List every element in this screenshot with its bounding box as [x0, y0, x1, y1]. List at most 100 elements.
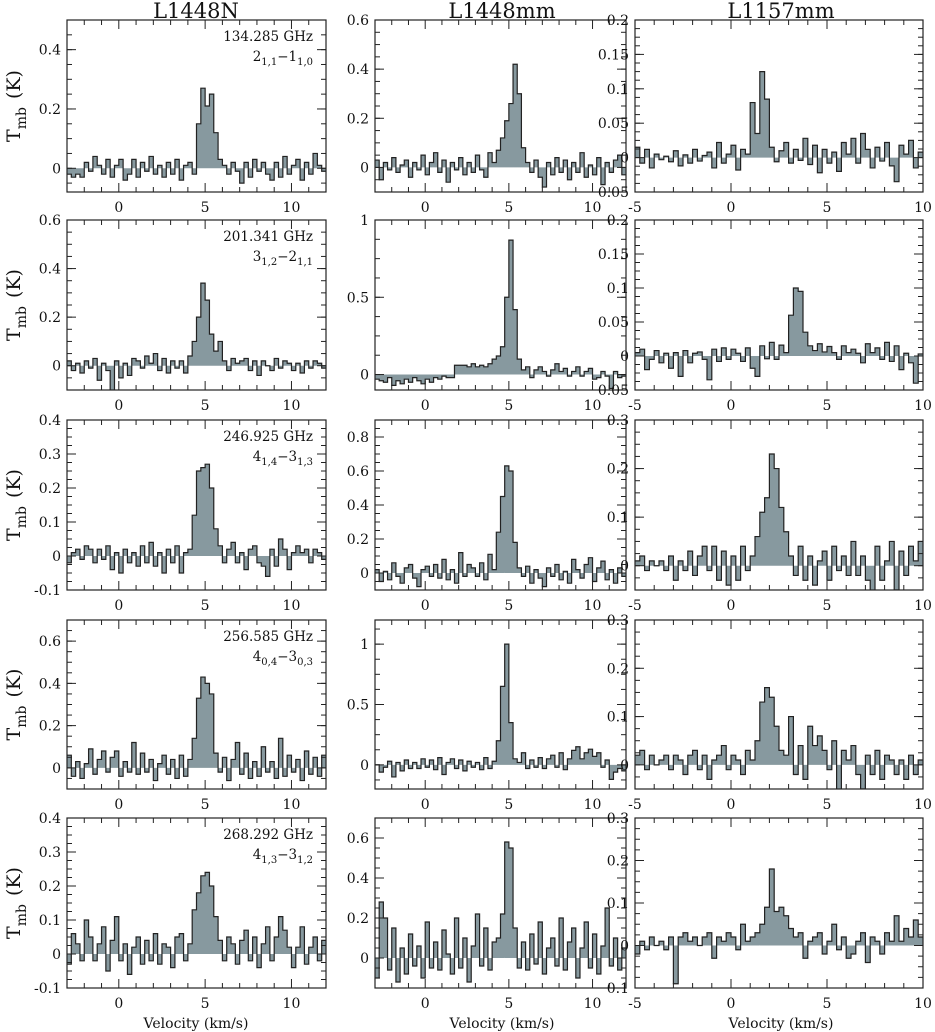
- panel-r0c2: -5 0 5 10 0.05 0 0.05 0.1 0.15 0.2: [598, 13, 932, 216]
- panel-r2c1: 0 5 10 0 0.2 0.4 0.6 0.8: [347, 419, 627, 614]
- y-tick-label: 0.6: [347, 464, 369, 480]
- x-tick-label: 0: [421, 200, 430, 216]
- y-tick-label: 0.3: [39, 447, 61, 463]
- y-tick-label: 0.4: [39, 811, 61, 827]
- y-tick-label: 0.1: [39, 913, 61, 929]
- spectrum-fill-r2c0: [67, 464, 326, 577]
- spectrum-line-r1c1: [375, 239, 626, 390]
- spectrum-line-r4c2: [635, 868, 923, 985]
- frequency-label: 201.341 GHz: [223, 229, 313, 245]
- x-tick-label: 0: [114, 398, 123, 414]
- y-tick-label: 0.05: [598, 315, 629, 331]
- spectrum-line-r1c0: [67, 282, 326, 390]
- x-axis-label-col3: Velocity (km/s): [728, 1016, 834, 1032]
- y-tick-label: 0.1: [607, 82, 629, 98]
- x-tick-label: 0: [727, 797, 736, 813]
- y-tick-label: -0.1: [34, 981, 61, 997]
- spectrum-line-r0c2: [635, 71, 923, 183]
- x-tick-label: 10: [283, 996, 301, 1012]
- spectrum-line-r2c0: [67, 463, 326, 577]
- y-tick-label: 0: [620, 349, 629, 365]
- y-tick-label: 0: [360, 951, 369, 967]
- y-axis-label: Tmb(K): [3, 70, 30, 142]
- x-tick-label: 0: [421, 996, 430, 1012]
- x-tick-label: 0: [727, 398, 736, 414]
- y-axis-label: Tmb(K): [3, 469, 30, 541]
- y-tick-label: 0.4: [39, 413, 61, 429]
- panel-r4c0: 0 5 10 -0.1 0 0.1 0.2 0.3 0.4 Tmb(K) 268.292 GHz 41…: [3, 811, 327, 1012]
- column-title-l1157mm: L1157mm: [727, 0, 834, 23]
- x-tick-label: 10: [914, 598, 932, 614]
- panel-r0c1: 0 5 10 0 0.2 0.4 0.6: [347, 13, 627, 216]
- y-tick-label: 0.2: [607, 854, 629, 870]
- y-tick-label: 0.6: [39, 213, 61, 229]
- x-tick-label: 5: [504, 200, 513, 216]
- y-tick-label: 0: [360, 160, 369, 176]
- x-tick-label: -5: [628, 598, 642, 614]
- y-tick-label: 0: [360, 758, 369, 774]
- y-tick-label: 0.6: [347, 831, 369, 847]
- y-tick-label: 0.4: [347, 498, 369, 514]
- x-tick-label: 5: [823, 797, 832, 813]
- y-tick-label: 0.2: [607, 462, 629, 478]
- x-tick-label: 5: [201, 398, 210, 414]
- x-tick-label: 10: [914, 996, 932, 1012]
- x-tick-label: -5: [628, 996, 642, 1012]
- y-tick-label: 0.3: [607, 613, 629, 629]
- y-tick-label: 0.1: [607, 281, 629, 297]
- y-tick-label: 0.15: [598, 247, 629, 263]
- y-tick-label: 0: [620, 939, 629, 955]
- x-tick-label: 10: [584, 797, 602, 813]
- panel-r4c2: -5 0 5 10 0.1 0 0.1 0.2 0.3: [607, 811, 932, 1012]
- y-tick-label: 0.2: [347, 111, 369, 127]
- y-tick-label: 0.2: [347, 911, 369, 927]
- x-tick-label: 0: [421, 598, 430, 614]
- x-tick-label: 5: [504, 797, 513, 813]
- x-tick-label: -5: [628, 200, 642, 216]
- y-tick-label: 0.2: [39, 879, 61, 895]
- y-tick-label: 0.4: [347, 871, 369, 887]
- x-tick-label: -5: [628, 797, 642, 813]
- x-tick-label: 0: [727, 200, 736, 216]
- y-tick-label: 0.2: [39, 102, 61, 118]
- spectrum-line-r2c1: [375, 465, 626, 588]
- transition-label: 31,2−21,1: [253, 249, 313, 268]
- y-tick-label: 0.3: [39, 845, 61, 861]
- column-title-l1448n: L1448N: [153, 0, 239, 23]
- y-tick-label: 0: [360, 368, 369, 384]
- y-tick-label: 0.6: [347, 13, 369, 29]
- y-tick-label: 0: [52, 761, 61, 777]
- y-tick-label: 0.3: [607, 811, 629, 827]
- transition-label: 40,4−30,3: [253, 649, 313, 668]
- y-tick-label: 0: [620, 151, 629, 167]
- x-tick-label: 10: [283, 598, 301, 614]
- x-tick-label: 5: [201, 200, 210, 216]
- panel-frame-r1c1: [374, 219, 627, 391]
- x-tick-label: 5: [201, 598, 210, 614]
- column-title-l1448mm: L1448mm: [448, 0, 555, 23]
- spectrum-line-r3c2: [635, 687, 923, 789]
- x-tick-label: 10: [584, 398, 602, 414]
- y-tick-label: 0.1: [607, 896, 629, 912]
- x-tick-label: 10: [914, 398, 932, 414]
- y-tick-label: 0.6: [39, 634, 61, 650]
- x-tick-label: 0: [114, 200, 123, 216]
- y-tick-label: 0.05: [598, 185, 629, 201]
- y-tick-label: 0.3: [607, 413, 629, 429]
- y-tick-label: 0.2: [607, 661, 629, 677]
- x-axis-labels: Velocity (km/s) Velocity (km/s) Velocity…: [143, 1016, 834, 1032]
- x-tick-label: 0: [421, 797, 430, 813]
- x-tick-label: 5: [201, 996, 210, 1012]
- frequency-label: 256.585 GHz: [223, 629, 313, 645]
- y-tick-label: 0.2: [607, 213, 629, 229]
- panel-r1c0: 0 5 10 0 0.2 0.4 0.6 Tmb(K) 201.341 GHz 31,2−21,1: [3, 213, 327, 414]
- x-tick-label: 10: [283, 797, 301, 813]
- y-tick-label: 0.05: [598, 116, 629, 132]
- y-tick-label: 0.8: [347, 430, 369, 446]
- x-tick-label: 5: [823, 996, 832, 1012]
- spectrum-line-r3c1: [375, 643, 626, 780]
- transition-label: 21,1−11,0: [253, 49, 313, 68]
- spectrum-line-r1c2: [635, 287, 923, 384]
- y-tick-label: 0.1: [607, 981, 629, 997]
